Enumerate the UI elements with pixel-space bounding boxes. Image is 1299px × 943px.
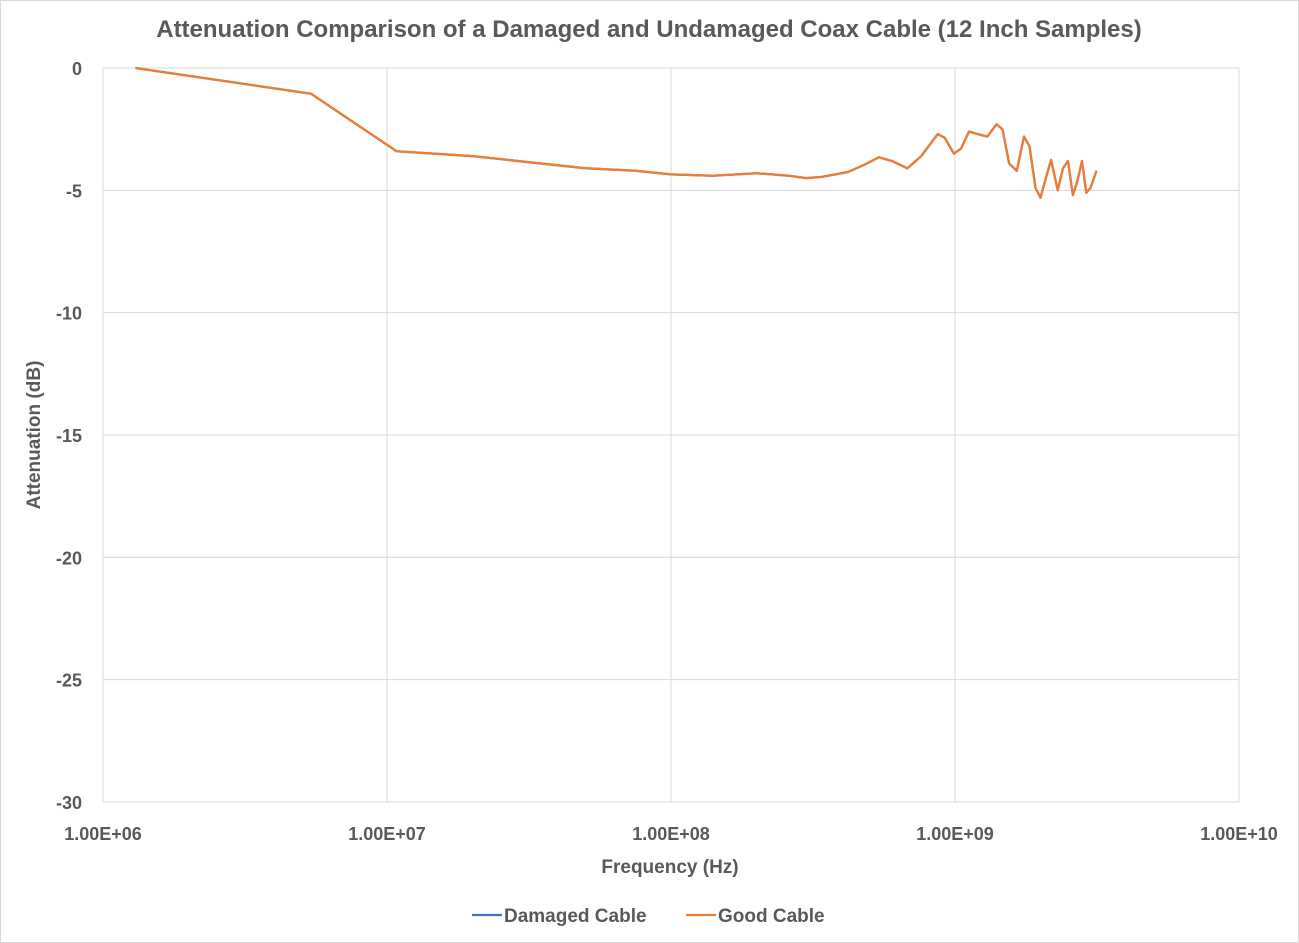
- legend-label: Damaged Cable: [504, 906, 647, 927]
- y-tick-label: -30: [56, 793, 82, 813]
- series-line-good-cable: [135, 66, 1098, 199]
- legend: Damaged Cable Good Cable: [472, 906, 825, 927]
- y-axis-ticks: 0 -5 -10 -15 -20 -25 -30: [56, 59, 82, 813]
- gridlines: [102, 67, 1240, 803]
- x-tick-label: 1.00E+07: [348, 824, 426, 844]
- y-tick-label: -5: [66, 181, 82, 201]
- x-axis-ticks: 1.00E+06 1.00E+07 1.00E+08 1.00E+09 1.00E+10: [64, 824, 1278, 844]
- plot-series: [135, 66, 1098, 199]
- y-tick-label: 0: [72, 59, 82, 79]
- y-tick-label: -20: [56, 548, 82, 568]
- y-axis-title: Attenuation (dB): [24, 361, 45, 510]
- x-tick-label: 1.00E+10: [1200, 824, 1278, 844]
- y-tick-label: -25: [56, 671, 82, 691]
- x-tick-label: 1.00E+09: [916, 824, 994, 844]
- series-line-damaged-cable: [135, 66, 1098, 199]
- x-tick-label: 1.00E+06: [64, 824, 142, 844]
- y-tick-label: -10: [56, 304, 82, 324]
- y-tick-label: -15: [56, 426, 82, 446]
- legend-label: Good Cable: [718, 906, 825, 927]
- x-tick-label: 1.00E+08: [632, 824, 710, 844]
- chart-title: Attenuation Comparison of a Damaged and …: [156, 16, 1142, 43]
- x-axis-title: Frequency (Hz): [601, 857, 738, 878]
